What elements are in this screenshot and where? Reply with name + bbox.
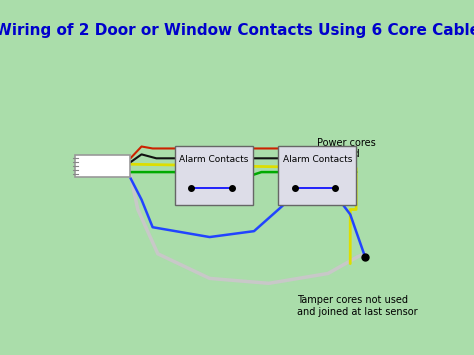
Text: Wiring of 2 Door or Window Contacts Using 6 Core Cable: Wiring of 2 Door or Window Contacts Usin…	[0, 23, 474, 38]
Text: Tamper cores not used
and joined at last sensor: Tamper cores not used and joined at last…	[297, 295, 418, 317]
Bar	[175, 146, 253, 204]
Bar	[75, 155, 130, 177]
Bar	[278, 146, 356, 204]
Text: Power cores
not used: Power cores not used	[317, 138, 376, 159]
Text: Alarm Contacts: Alarm Contacts	[179, 155, 248, 164]
Text: Alarm Contacts: Alarm Contacts	[283, 155, 352, 164]
